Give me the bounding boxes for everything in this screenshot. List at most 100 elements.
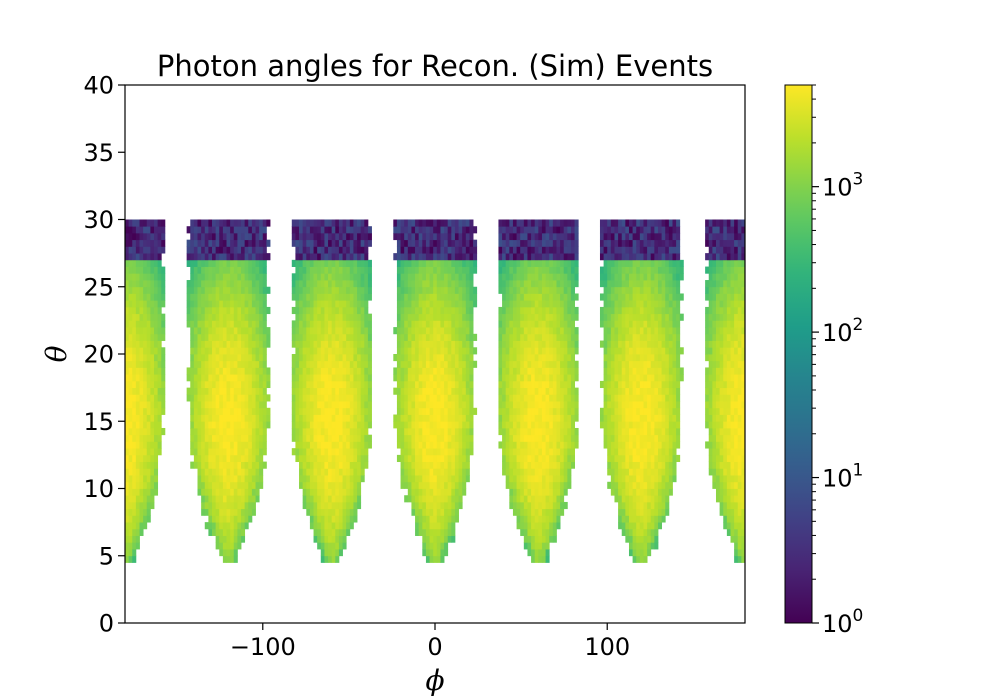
- heatmap-cell: [451, 475, 456, 483]
- heatmap-cell: [643, 501, 648, 510]
- heatmap-cell: [411, 367, 416, 375]
- heatmap-cell: [150, 306, 155, 315]
- heatmap-cell: [328, 535, 333, 543]
- heatmap-cell: [599, 226, 604, 234]
- heatmap-cell: [520, 481, 525, 489]
- heatmap-cell: [520, 501, 525, 510]
- heatmap-cell: [161, 427, 166, 436]
- heatmap-cell: [454, 495, 459, 503]
- heatmap-cell: [570, 380, 575, 389]
- heatmap-cell: [541, 259, 546, 267]
- heatmap-cell: [628, 387, 634, 395]
- heatmap-cell: [367, 347, 372, 355]
- heatmap-cell: [643, 427, 648, 436]
- heatmap-cell: [317, 401, 322, 409]
- heatmap-cell: [248, 515, 253, 523]
- heatmap-cell: [215, 488, 220, 496]
- heatmap-cell: [259, 454, 264, 463]
- heatmap-cell: [204, 320, 209, 328]
- heatmap-cell: [560, 333, 565, 341]
- heatmap-cell: [306, 475, 311, 483]
- heatmap-cell: [331, 320, 336, 328]
- heatmap-cell: [538, 488, 543, 496]
- heatmap-cell: [237, 327, 242, 335]
- heatmap-cell: [552, 273, 557, 281]
- heatmap-cell: [516, 239, 521, 247]
- heatmap-cell: [520, 522, 525, 530]
- heatmap-cell: [353, 387, 358, 395]
- heatmap-cell: [328, 441, 333, 449]
- heatmap-cell: [125, 528, 130, 536]
- heatmap-cell: [603, 232, 608, 241]
- heatmap-cell: [230, 300, 235, 308]
- heatmap-cell: [429, 239, 434, 247]
- heatmap-cell: [201, 360, 206, 368]
- heatmap-cell: [433, 414, 438, 422]
- heatmap-cell: [498, 327, 503, 335]
- heatmap-cell: [212, 293, 217, 301]
- heatmap-cell: [186, 374, 191, 382]
- heatmap-cell: [404, 387, 409, 395]
- heatmap-cell: [570, 434, 575, 442]
- heatmap-cell: [309, 286, 314, 294]
- heatmap-cell: [306, 468, 311, 476]
- heatmap-cell: [429, 549, 434, 557]
- heatmap-cell: [143, 488, 148, 496]
- heatmap-cell: [353, 468, 358, 476]
- heatmap-cell: [150, 374, 155, 382]
- heatmap-cell: [560, 367, 565, 375]
- heatmap-cell: [215, 535, 220, 543]
- heatmap-cell: [552, 306, 557, 315]
- heatmap-cell: [157, 421, 162, 429]
- heatmap-cell: [302, 293, 307, 301]
- heatmap-cell: [429, 273, 434, 281]
- heatmap-cell: [233, 219, 238, 227]
- heatmap-cell: [306, 360, 311, 368]
- heatmap-cell: [570, 280, 575, 288]
- heatmap-cell: [502, 320, 507, 328]
- heatmap-cell: [567, 266, 572, 274]
- heatmap-cell: [567, 374, 572, 382]
- heatmap-cell: [545, 535, 550, 543]
- heatmap-cell: [643, 441, 648, 449]
- heatmap-cell: [447, 380, 452, 389]
- heatmap-cell: [462, 340, 467, 348]
- heatmap-cell: [516, 468, 521, 476]
- heatmap-cell: [447, 468, 452, 476]
- heatmap-cell: [451, 246, 456, 254]
- heatmap-cell: [193, 340, 198, 348]
- heatmap-cell: [230, 333, 235, 341]
- heatmap-cell: [465, 380, 470, 389]
- heatmap-cell: [436, 239, 441, 247]
- heatmap-cell: [512, 380, 517, 389]
- heatmap-cell: [436, 501, 441, 510]
- heatmap-cell: [302, 454, 307, 463]
- heatmap-cell: [567, 461, 572, 469]
- heatmap-cell: [259, 333, 264, 341]
- heatmap-cell: [320, 468, 325, 476]
- heatmap-cell: [259, 360, 264, 368]
- heatmap-cell: [241, 239, 246, 247]
- heatmap-cell: [139, 266, 144, 274]
- heatmap-cell: [259, 421, 264, 429]
- heatmap-cell: [335, 488, 340, 496]
- heatmap-cell: [400, 421, 405, 429]
- heatmap-cell: [132, 461, 137, 469]
- heatmap-cell: [454, 401, 459, 409]
- heatmap-cell: [201, 367, 206, 375]
- heatmap-cell: [520, 333, 525, 341]
- heatmap-cell: [400, 306, 405, 315]
- heatmap-cell: [549, 219, 554, 227]
- heatmap-cell: [233, 501, 238, 510]
- heatmap-cell: [523, 501, 528, 510]
- heatmap-cell: [418, 434, 423, 442]
- heatmap-cell: [233, 266, 238, 274]
- heatmap-cell: [320, 380, 325, 389]
- heatmap-cell: [154, 306, 159, 315]
- heatmap-cell: [541, 522, 546, 530]
- heatmap-cell: [349, 266, 354, 274]
- heatmap-cell: [436, 401, 441, 409]
- heatmap-cell: [447, 427, 452, 436]
- heatmap-cell: [444, 501, 449, 510]
- heatmap-cell: [135, 246, 140, 254]
